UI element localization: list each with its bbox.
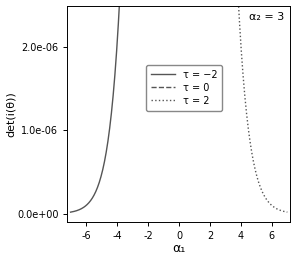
τ = 2 <box>281 210 284 213</box>
τ = −2 <box>69 211 72 214</box>
Legend: τ = −2, τ = 0, τ = 2: τ = −2, τ = 0, τ = 2 <box>146 65 222 111</box>
τ = 2 <box>286 211 289 214</box>
Line: τ = 2: τ = 2 <box>70 0 287 212</box>
Y-axis label: det(i(θ)): det(i(θ)) <box>6 91 16 137</box>
X-axis label: α₁: α₁ <box>172 242 186 256</box>
Line: τ = −2: τ = −2 <box>70 0 287 212</box>
τ = 2 <box>247 130 250 133</box>
Text: α₂ = 3: α₂ = 3 <box>249 12 284 22</box>
